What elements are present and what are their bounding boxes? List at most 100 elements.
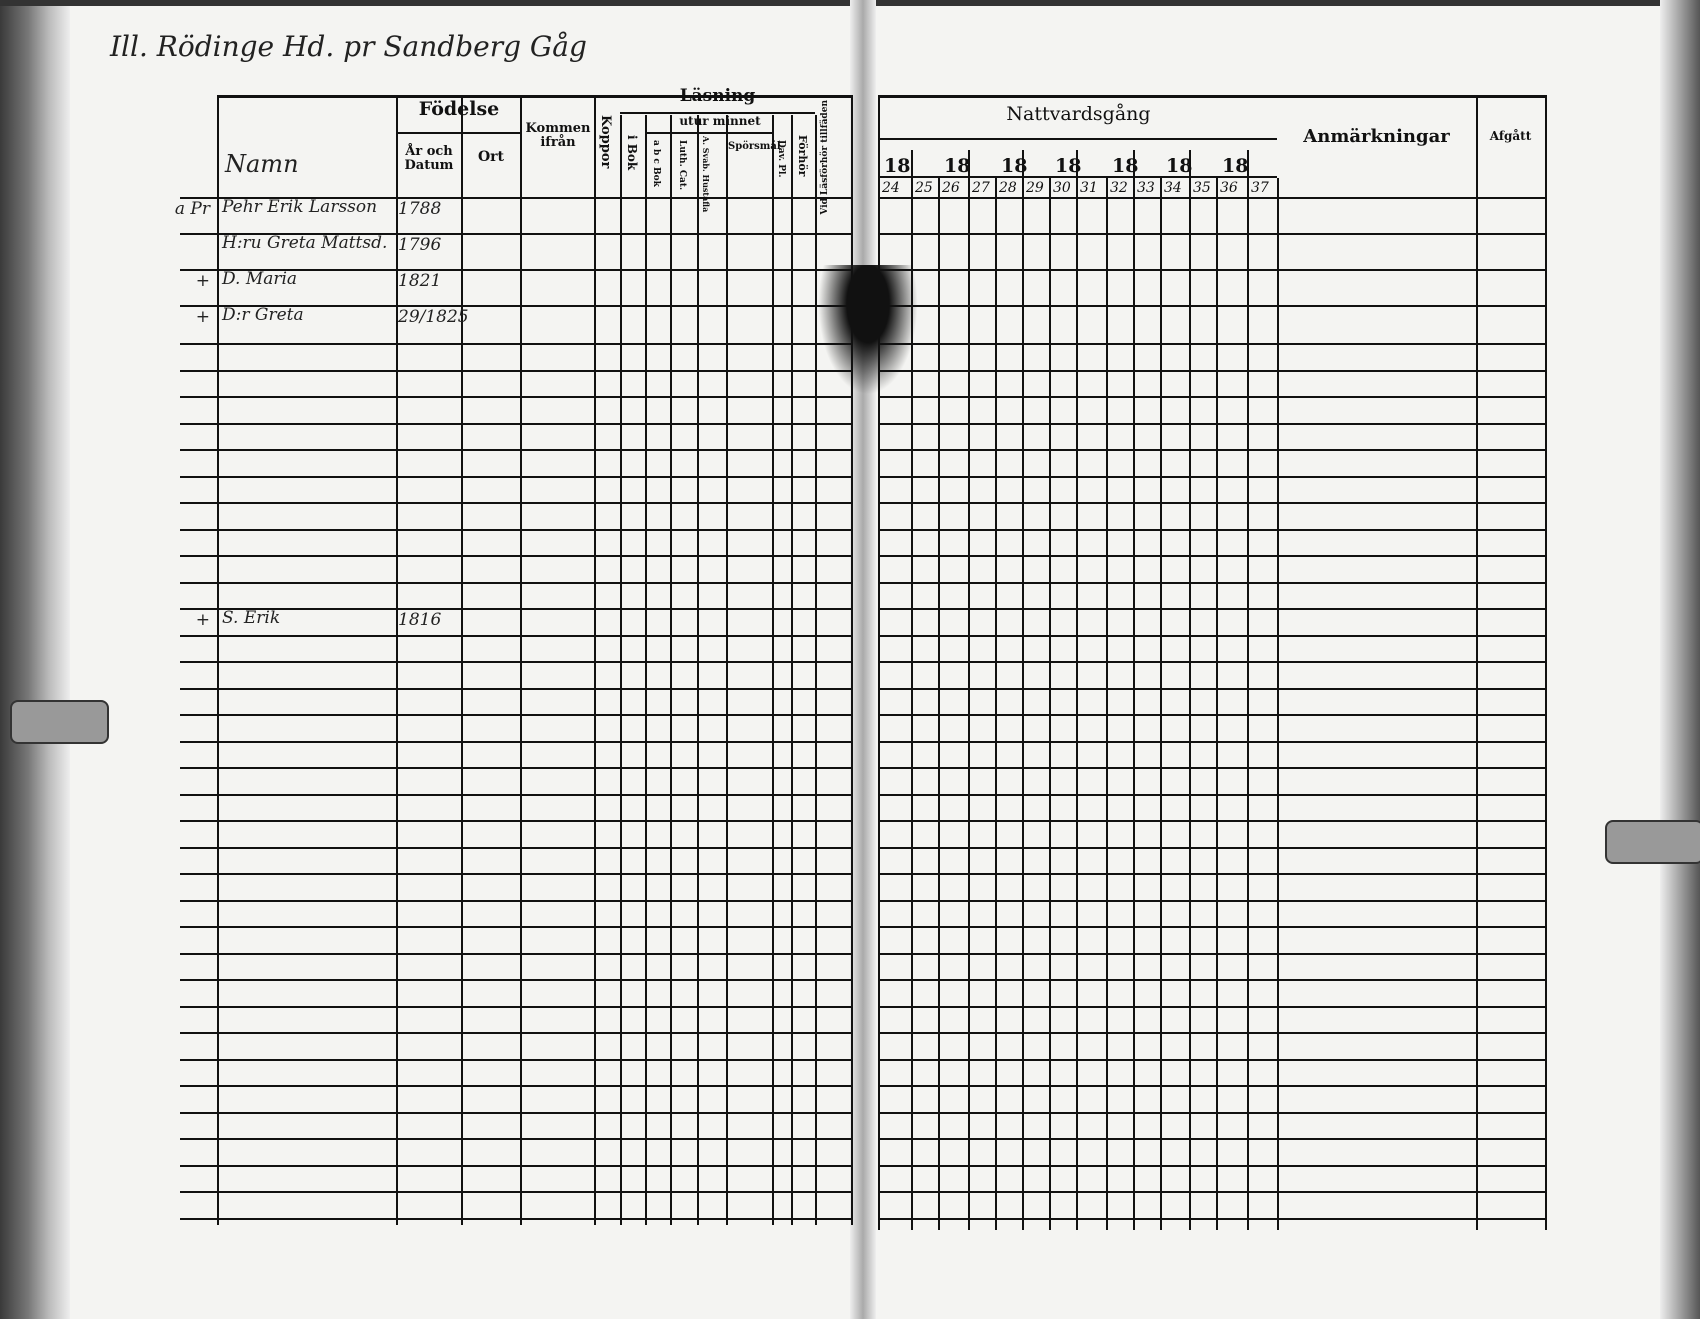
clamp-right [1605,820,1700,864]
row-line [180,396,851,398]
ar-och-datum-header: År och Datum [404,144,454,173]
row-line [878,979,1545,981]
column-line [1247,150,1249,1230]
entry-name: Pehr Erik Larsson [222,197,378,217]
column-line [520,95,522,1225]
vid-lasforhor-header: Vid Läsförhör tillfäden [820,100,830,215]
row-line [180,953,851,955]
row-line [180,1006,851,1008]
row-line [878,661,1545,663]
entry-born: 1796 [398,235,442,255]
year-prefix: 18 [884,155,911,177]
a-svab-header: A. Svab. Hustafla [701,136,711,213]
row-line [180,847,851,849]
row-line [180,1165,851,1167]
row-line [878,1085,1545,1087]
row-line [878,714,1545,716]
row-line [180,741,851,743]
book-spine [0,0,70,1319]
column-line [938,178,940,1230]
year-suffix: 29 [1026,180,1044,196]
row-line [878,688,1545,690]
row-line [180,197,851,199]
year-suffix: 35 [1193,180,1211,196]
page-edge [1660,0,1700,1319]
year-suffix: 30 [1053,180,1071,196]
year-prefix: 18 [944,155,971,177]
column-line [968,150,970,1230]
year-suffix: 31 [1080,180,1098,196]
row-line [878,926,1545,928]
row-line [180,555,851,557]
row-line [180,502,851,504]
row-line [878,1165,1545,1167]
column-line [1189,150,1191,1230]
abc-bok-header: a b c Bok [651,140,661,187]
row-line [180,794,851,796]
year-prefix: 18 [1222,155,1249,177]
column-line [1160,178,1162,1230]
row-line [180,608,851,610]
header-divider [396,132,522,134]
column-line [594,95,596,1225]
column-line [396,95,398,1225]
fodelse-header: Födelse [418,98,500,120]
column-line [1545,95,1547,1230]
column-line [1049,178,1051,1230]
column-line [1133,150,1135,1230]
clamp-left [10,700,109,744]
entry-mark: a Pr [174,199,210,219]
entry-mark: + [195,307,210,327]
row-line [878,794,1545,796]
row-line [180,1218,851,1220]
entry-born: 29/1825 [398,307,469,327]
column-line [645,115,647,1225]
row-line [180,423,851,425]
year-suffix: 27 [972,180,990,196]
column-line [1106,178,1108,1230]
i-bok-header: i Bok [625,135,639,171]
year-suffix: 32 [1110,180,1128,196]
row-line [180,635,851,637]
row-line [180,1191,851,1193]
row-line [180,1032,851,1034]
name-header: Namn [225,150,299,178]
column-line [697,115,699,1225]
year-prefix: 18 [1055,155,1082,177]
row-line [180,926,851,928]
row-line [180,1059,851,1061]
row-line [878,900,1545,902]
row-line [180,476,851,478]
row-line [180,900,851,902]
row-line [878,1006,1545,1008]
table-top-line [217,95,851,98]
row-line [878,847,1545,849]
row-line [878,502,1545,504]
utur-minnet-header: utur minnet [679,114,761,128]
forhor-header: Förhör [796,135,809,177]
row-line [878,529,1545,531]
column-line [995,178,997,1230]
year-suffix: 33 [1137,180,1155,196]
row-line [878,873,1545,875]
row-line [878,476,1545,478]
row-line [878,197,1545,199]
column-line [911,150,913,1230]
row-line [180,370,851,372]
row-line [180,688,851,690]
year-suffix: 25 [915,180,933,196]
row-line [878,449,1545,451]
year-prefix: 18 [1112,155,1139,177]
year-prefix: 18 [1001,155,1028,177]
row-line [878,953,1545,955]
row-line [180,661,851,663]
luth-cat-header: Luth. Cat. [677,140,687,191]
year-suffix: 24 [882,180,900,196]
kommen-ifran-header: Kommen ifrån [525,121,591,150]
year-suffix: 26 [942,180,960,196]
lasning-header: Läsning [679,86,756,106]
header-divider [645,132,772,134]
year-suffix: 36 [1220,180,1238,196]
row-line [878,396,1545,398]
column-line [851,95,853,1225]
